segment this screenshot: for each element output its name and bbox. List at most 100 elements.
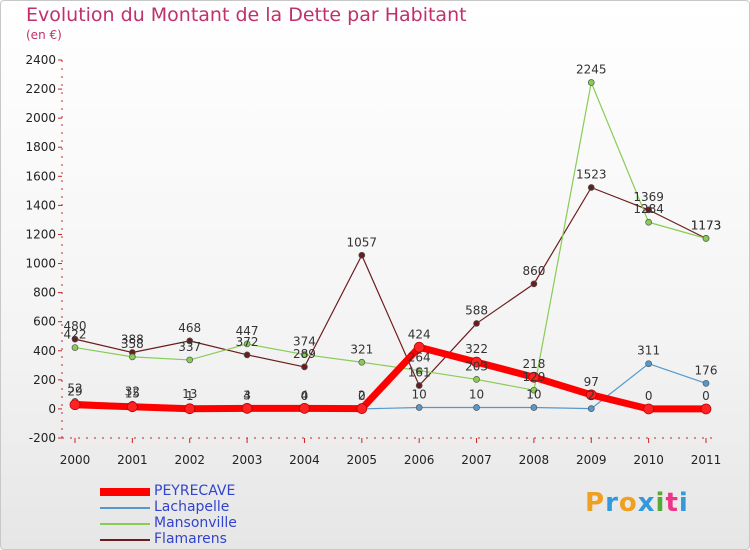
data-label-flamarens: 289 [293,347,316,361]
data-label-lachapelle: 311 [637,344,660,358]
data-label-peyrecave: 424 [408,327,431,341]
data-point-peyrecave [471,356,482,368]
data-label-flamarens: 468 [178,321,201,335]
data-label-peyrecave: 4 [301,388,309,402]
data-label-lachapelle: 32 [125,384,140,398]
data-point-mansonville [702,235,710,242]
data-point-flamarens [358,251,366,259]
data-label-peyrecave: 218 [522,357,545,371]
y-tick-label: 2200 [25,82,56,96]
data-label-lachapelle: 3 [243,388,251,402]
data-label-mansonville: 321 [350,342,373,356]
data-point-peyrecave [643,403,654,415]
legend-label: Flamarens [154,531,227,547]
legend-swatch [100,507,150,509]
data-label-flamarens: 372 [236,335,259,349]
data-label-flamarens: 1173 [691,218,722,232]
data-label-lachapelle: 2 [587,389,595,403]
data-point-flamarens [71,335,79,343]
data-label-peyrecave: 29 [67,385,82,399]
y-tick-label: 1800 [25,140,56,154]
data-point-peyrecave [356,403,368,414]
series-line-peyrecave [71,343,710,413]
y-tick-label: -200 [29,431,56,445]
data-label-mansonville: 374 [293,335,316,349]
data-point-mansonville [645,218,652,226]
data-label-mansonville: 1173 [691,218,722,232]
data-point-lachapelle [702,379,710,387]
data-label-flamarens: 588 [465,303,488,317]
data-point-flamarens [587,184,595,191]
data-point-lachapelle [645,360,652,368]
y-tick-label: 2000 [25,111,56,125]
data-point-flamarens [186,337,194,345]
data-label-flamarens: 1523 [576,168,607,182]
x-tick-label: 2010 [633,453,664,467]
x-tick-label: 2000 [60,453,91,467]
x-tick-label: 2001 [117,453,148,467]
data-label-lachapelle: 176 [695,363,718,377]
data-label-flamarens: 1369 [633,190,664,204]
y-tick-label: 1600 [25,169,56,183]
data-point-peyrecave [700,403,712,415]
data-point-peyrecave [241,402,253,414]
y-tick-label: 200 [33,373,56,387]
logo-letter: o [618,488,638,518]
data-label-lachapelle: 13 [182,387,197,401]
data-point-lachapelle [587,405,595,412]
data-label-flamarens: 388 [121,333,144,347]
data-point-peyrecave [299,402,310,414]
data-label-mansonville: 358 [121,337,144,351]
data-label-flamarens: 480 [64,319,87,333]
data-point-flamarens [645,206,652,214]
data-label-mansonville: 447 [236,324,259,338]
y-tick-label: 0 [48,402,56,416]
data-point-peyrecave [69,399,81,411]
data-point-mansonville [530,386,538,394]
data-point-peyrecave [585,389,597,401]
data-point-mansonville [186,356,194,364]
chart-title: Evolution du Montant de la Dette par Hab… [26,4,467,26]
data-point-flamarens [473,320,480,327]
data-point-lachapelle [530,404,538,411]
y-tick-label: 400 [33,344,56,358]
data-point-flamarens [415,382,423,389]
data-label-mansonville: 1284 [633,202,664,216]
series-line-mansonville [74,81,707,391]
data-label-mansonville: 422 [64,328,87,342]
data-point-mansonville [71,344,79,351]
data-point-mansonville [129,353,136,361]
legend-swatch [100,488,150,496]
chart-subtitle: (en €) [26,28,62,42]
data-point-mansonville [301,351,308,358]
data-point-mansonville [358,358,366,366]
data-point-mansonville [473,376,480,383]
x-tick-label: 2006 [404,453,435,467]
logo-letter: r [605,488,619,518]
data-label-flamarens: 1057 [347,235,378,249]
logo-letter: P [585,488,606,518]
x-tick-label: 2003 [232,453,263,467]
data-point-lachapelle [473,404,480,411]
data-label-peyrecave: 4 [243,388,251,402]
data-label-peyrecave: 97 [584,375,599,389]
data-label-peyrecave: 0 [702,389,710,403]
data-label-peyrecave: 0 [645,389,653,403]
data-label-peyrecave: 322 [465,342,488,356]
data-point-mansonville [415,367,423,374]
logo-letter: i [655,488,666,518]
logo-letter: t [665,488,679,518]
x-tick-label: 2007 [461,453,492,467]
y-tick-label: 1000 [25,257,56,271]
data-label-lachapelle: 0 [358,389,366,403]
data-label-peyrecave: 15 [125,387,140,401]
proxiti-logo: Proxiti [585,488,689,518]
x-tick-label: 2002 [174,453,205,467]
data-point-lachapelle [415,404,423,411]
data-label-flamarens: 161 [408,366,431,380]
x-tick-label: 2009 [576,453,607,467]
data-label-mansonville: 337 [178,340,201,354]
data-point-mansonville [587,79,595,86]
